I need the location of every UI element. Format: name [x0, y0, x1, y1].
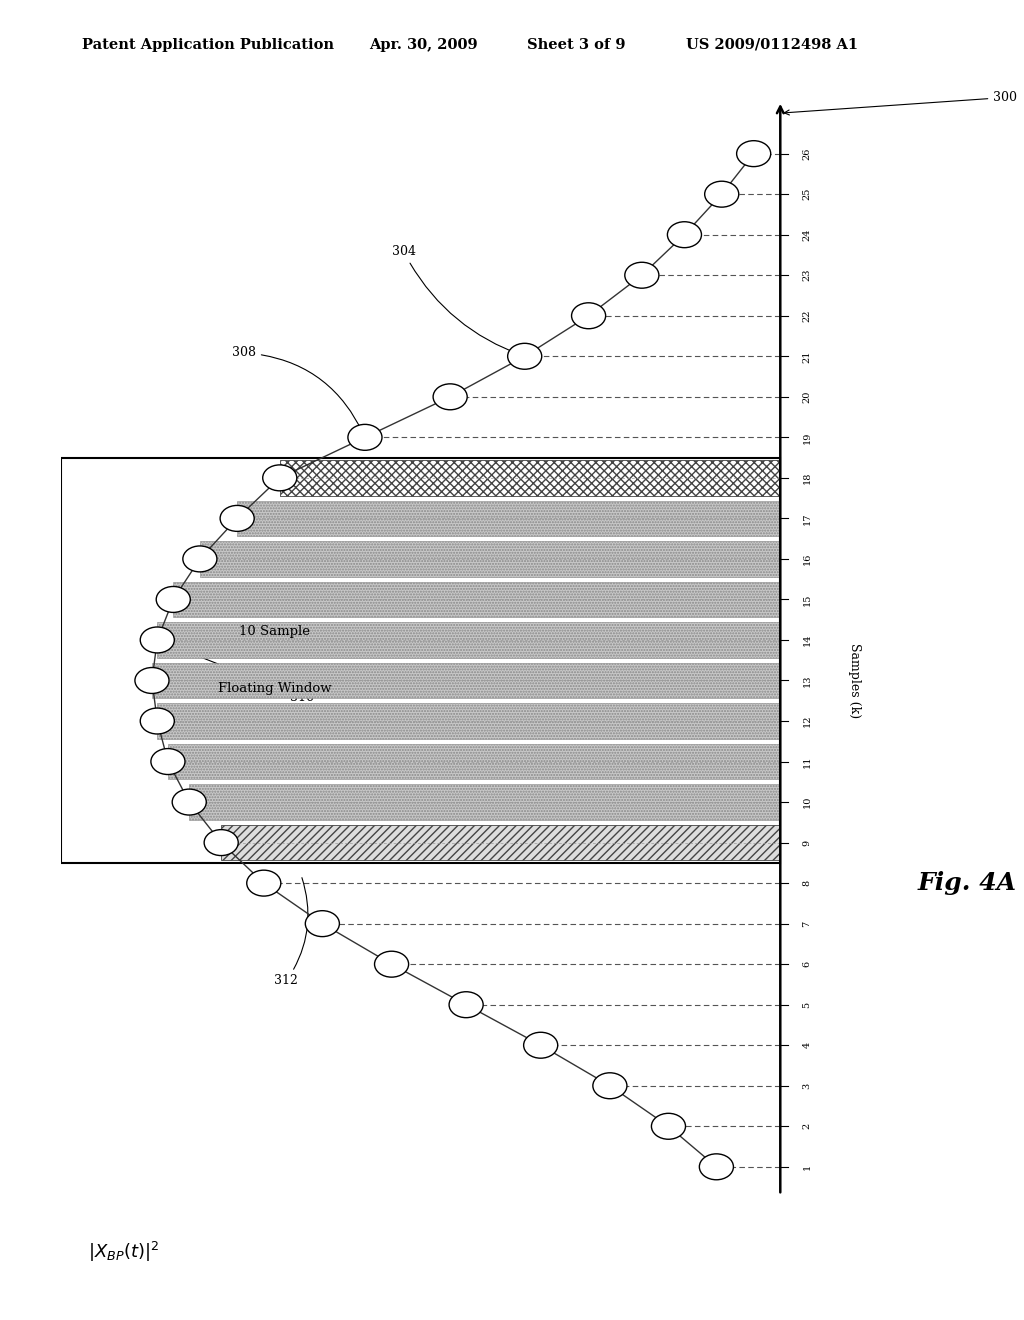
Text: 21: 21: [803, 350, 811, 363]
Text: Floating Window: Floating Window: [218, 682, 331, 696]
Bar: [152, 663, 780, 698]
Text: Patent Application Publication: Patent Application Publication: [82, 38, 334, 51]
Text: 19: 19: [803, 432, 811, 444]
Text: 14: 14: [803, 634, 811, 647]
Circle shape: [450, 991, 483, 1018]
Text: 7: 7: [803, 920, 811, 927]
Bar: [173, 582, 780, 618]
Text: Fig. 4A: Fig. 4A: [918, 871, 1016, 895]
Text: 312: 312: [274, 878, 308, 987]
Circle shape: [172, 789, 206, 814]
Text: 10 Sample: 10 Sample: [239, 626, 310, 639]
Bar: [221, 825, 780, 861]
Circle shape: [247, 870, 281, 896]
Bar: [61, 458, 780, 863]
Circle shape: [305, 911, 339, 937]
Circle shape: [348, 424, 382, 450]
Text: 13: 13: [803, 675, 811, 686]
Text: 26: 26: [803, 148, 811, 160]
Circle shape: [593, 1073, 627, 1098]
Circle shape: [571, 302, 605, 329]
Circle shape: [736, 141, 771, 166]
Text: 300: 300: [784, 91, 1017, 115]
Text: 23: 23: [803, 269, 811, 281]
Text: 5: 5: [803, 1002, 811, 1007]
Circle shape: [508, 343, 542, 370]
Circle shape: [140, 708, 174, 734]
Text: $|X_{BP}(t)|^2$: $|X_{BP}(t)|^2$: [88, 1239, 160, 1263]
Text: 16: 16: [803, 553, 811, 565]
Circle shape: [433, 384, 467, 409]
Text: 22: 22: [803, 309, 811, 322]
Text: 11: 11: [803, 755, 811, 768]
Text: Samples (k): Samples (k): [848, 643, 861, 718]
Circle shape: [705, 181, 738, 207]
Text: 9: 9: [803, 840, 811, 846]
Bar: [168, 743, 780, 779]
Circle shape: [220, 506, 254, 532]
Circle shape: [668, 222, 701, 248]
Circle shape: [625, 263, 658, 288]
Bar: [158, 704, 780, 739]
Text: 304: 304: [391, 246, 522, 355]
Text: 20: 20: [803, 391, 811, 403]
Bar: [200, 541, 780, 577]
Text: 24: 24: [803, 228, 811, 242]
Text: 10: 10: [803, 796, 811, 808]
Text: 316: 316: [161, 642, 314, 704]
Text: 17: 17: [803, 512, 811, 524]
Text: 3: 3: [803, 1082, 811, 1089]
Text: 4: 4: [803, 1041, 811, 1048]
Circle shape: [523, 1032, 558, 1059]
Circle shape: [651, 1113, 685, 1139]
Bar: [238, 500, 780, 536]
Text: Sheet 3 of 9: Sheet 3 of 9: [527, 38, 626, 51]
Text: 12: 12: [803, 714, 811, 727]
Text: Apr. 30, 2009: Apr. 30, 2009: [369, 38, 477, 51]
Circle shape: [151, 748, 185, 775]
Circle shape: [140, 627, 174, 653]
Text: US 2009/0112498 A1: US 2009/0112498 A1: [686, 38, 858, 51]
Text: 15: 15: [803, 593, 811, 606]
Circle shape: [263, 465, 297, 491]
Text: 1: 1: [803, 1164, 811, 1170]
Text: 6: 6: [803, 961, 811, 968]
Circle shape: [699, 1154, 733, 1180]
Bar: [280, 461, 780, 496]
Circle shape: [157, 586, 190, 612]
Circle shape: [204, 830, 239, 855]
Text: 308: 308: [231, 346, 364, 434]
Text: 18: 18: [803, 471, 811, 484]
Circle shape: [183, 546, 217, 572]
Text: 2: 2: [803, 1123, 811, 1130]
Circle shape: [135, 668, 169, 693]
Text: 8: 8: [803, 880, 811, 886]
Bar: [189, 784, 780, 820]
Text: 25: 25: [803, 187, 811, 201]
Circle shape: [375, 952, 409, 977]
Bar: [158, 622, 780, 657]
